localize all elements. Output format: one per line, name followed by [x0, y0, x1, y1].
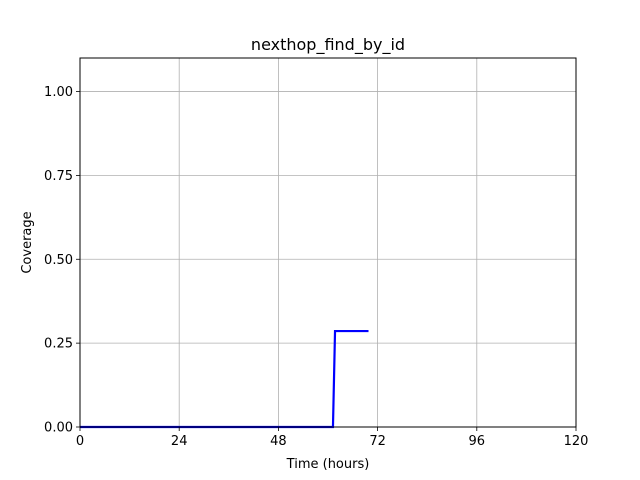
x-axis-ticks: 0 24 48 72 96 120	[76, 427, 589, 449]
y-axis-label: Coverage	[20, 211, 35, 273]
chart-title: nexthop_find_by_id	[251, 35, 405, 55]
y-tick-label: 0.25	[44, 337, 73, 352]
x-tick-label: 48	[270, 434, 287, 449]
y-axis-ticks: 0.00 0.25 0.50 0.75 1.00	[44, 85, 80, 436]
x-tick-label: 24	[171, 434, 188, 449]
x-axis-label: Time (hours)	[286, 457, 370, 472]
y-tick-label: 0.75	[44, 169, 73, 184]
plot-frame	[79, 57, 577, 428]
x-tick-label: 120	[564, 434, 589, 449]
x-tick-label: 96	[469, 434, 486, 449]
y-tick-label: 0.50	[44, 253, 73, 268]
y-tick-label: 1.00	[44, 85, 73, 100]
y-tick-label: 0.00	[44, 421, 73, 436]
x-tick-label: 0	[76, 434, 84, 449]
x-tick-label: 72	[369, 434, 386, 449]
